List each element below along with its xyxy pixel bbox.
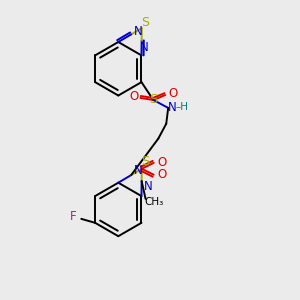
Text: S: S: [141, 16, 149, 28]
Text: S: S: [142, 155, 150, 168]
Text: O: O: [129, 89, 138, 103]
Text: –H: –H: [176, 102, 189, 112]
Text: N: N: [168, 101, 177, 114]
Text: F: F: [70, 210, 76, 224]
Text: O: O: [157, 168, 166, 181]
Text: N: N: [144, 179, 153, 193]
Text: N: N: [134, 164, 142, 177]
Text: S: S: [149, 94, 158, 106]
Text: O: O: [157, 156, 166, 169]
Text: CH₃: CH₃: [144, 197, 163, 207]
Text: N: N: [134, 25, 142, 38]
Text: N: N: [140, 41, 149, 54]
Text: O: O: [169, 86, 178, 100]
